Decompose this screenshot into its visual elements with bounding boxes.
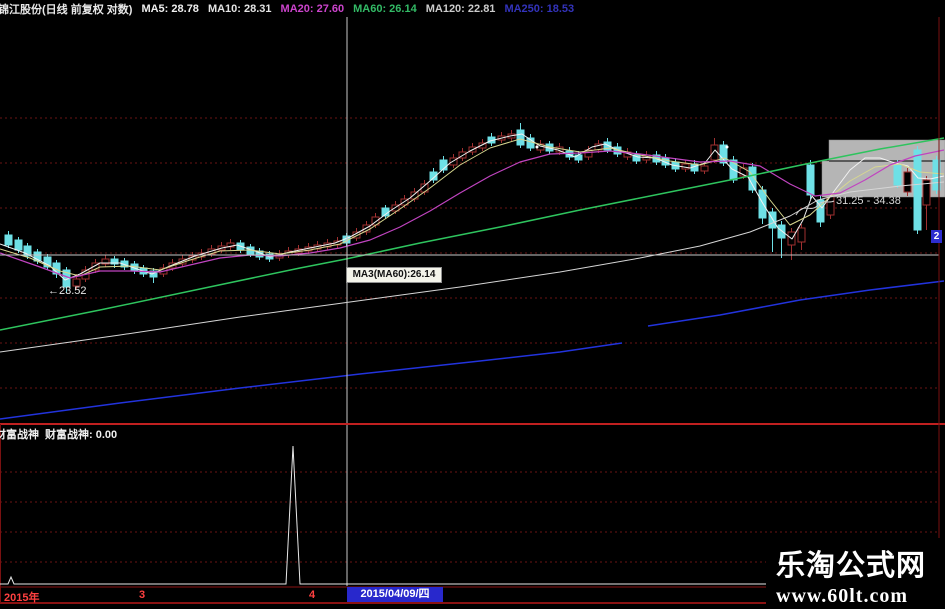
candle [816,199,825,223]
candle [43,256,52,268]
line-ma60 [0,137,945,331]
candle [72,278,81,287]
candle [700,165,709,172]
candle [903,171,912,193]
ma-value-tooltip: MA3(MA60):26.14 [346,267,442,283]
candle [932,159,941,191]
axis-year-label: 2015年 [4,592,40,604]
candle [149,270,158,278]
candle [893,164,902,186]
indicator-name: 财富战神 [0,429,39,441]
marker-dot [725,145,729,149]
axis-month-tick-3: 3 [139,589,146,601]
candle [922,179,931,206]
marker-dot [535,145,539,149]
watermark: 乐淘公式网 www.60lt.com [766,538,945,609]
line-ma20 [0,149,945,279]
candle [14,239,23,251]
candle [23,245,32,257]
candle [449,157,458,166]
candle [101,258,110,265]
date-axis[interactable]: 2015年 3 4 2015/04/09/四 [0,587,945,604]
candle [4,234,13,246]
candle [806,164,815,196]
ma20-label: MA20: 27.60 [280,2,345,15]
line-ma10 [0,138,945,277]
candle [777,224,786,239]
chart-header: 锦江股份(日线 前复权 对数) MA5: 28.78 MA10: 28.31 M… [0,0,945,17]
ma250-label: MA250: 18.53 [504,2,575,15]
candle [410,191,419,200]
indicator-value: 财富战神: 0.00 [45,429,118,441]
candle [584,149,593,158]
candle [516,129,525,146]
candle [110,258,119,265]
crosshair-date-label: 2015/04/09/四 [347,587,443,602]
candle [574,154,583,161]
redaction-box [828,139,945,162]
ma120-label: MA120: 22.81 [425,2,496,15]
line-ma250 [647,280,945,327]
line-ma120 [0,181,945,353]
ma5-label: MA5: 28.78 [141,2,199,15]
line-ma5 [0,133,945,281]
candle [120,260,129,268]
axis-month-tick-4: 4 [309,589,316,601]
line-ma250 [0,342,623,420]
candle [603,141,612,151]
watermark-site-url: www.60lt.com [776,585,908,607]
indicator-label[interactable]: 财富战神 财富战神: 0.00 [0,426,117,442]
watermark-site-name: 乐淘公式网 [776,550,927,582]
stock-title: 锦江股份(日线 前复权 对数) [0,3,133,16]
candle [91,262,100,271]
candle [913,149,922,231]
candle [478,142,487,149]
low-price-annotation: ←23.52 [48,285,87,297]
candle [429,171,438,181]
candle [797,227,806,243]
right-axis-marker: 2 [931,230,942,243]
price-range-annotation: 31.25 - 34.38 [836,195,901,207]
ma10-label: MA10: 28.31 [207,2,272,15]
ma60-label: MA60: 26.14 [353,2,417,15]
indicator-signal-line [0,445,938,585]
candle [226,242,235,248]
candle [719,144,728,164]
annotation-arrow [795,200,835,216]
candle [439,159,448,171]
candle [758,189,767,219]
candle [710,144,719,161]
candle [632,154,641,162]
